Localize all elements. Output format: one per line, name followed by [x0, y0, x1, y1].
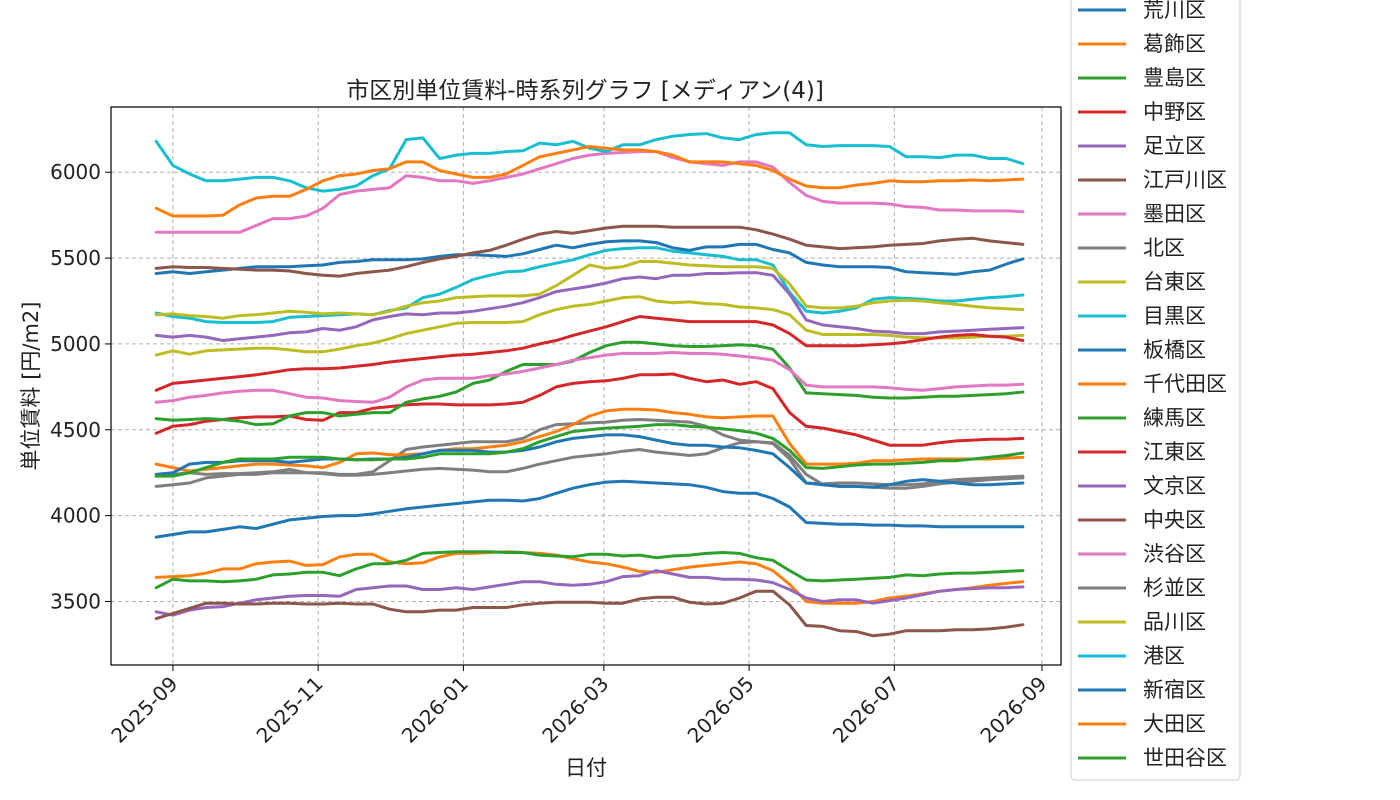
x-tick-label: 2026-07: [828, 672, 904, 748]
grid: [111, 107, 1061, 665]
legend-label: 墨田区: [1143, 202, 1206, 226]
series-line: [154, 433, 1025, 489]
legend-label: 豊島区: [1143, 66, 1206, 90]
legend-label: 台東区: [1143, 270, 1206, 294]
legend-label: 千代田区: [1143, 372, 1227, 396]
series-line: [154, 239, 1025, 276]
x-tick-label: 2026-09: [975, 672, 1051, 748]
x-tick-label: 2026-01: [397, 672, 473, 748]
legend-label: 練馬区: [1143, 406, 1206, 430]
series-line: [154, 589, 1025, 638]
legend-label: 文京区: [1143, 474, 1206, 498]
series-line: [154, 550, 1025, 605]
legend-label: 足立区: [1143, 134, 1206, 158]
series-line: [154, 569, 1025, 617]
plot-area: [110, 106, 1062, 666]
x-tick-label: 2026-03: [537, 672, 613, 748]
series-line: [154, 145, 1025, 218]
series-line: [154, 479, 1025, 539]
x-tick-label: 2025-11: [252, 672, 328, 748]
legend-label: 大田区: [1143, 712, 1206, 736]
legend-label: 板橋区: [1143, 338, 1206, 362]
y-tick-label: 5500: [50, 246, 101, 270]
series-line: [154, 295, 1025, 357]
legend-label: 中央区: [1143, 508, 1206, 532]
series-line: [154, 550, 1025, 590]
x-tick-label: 2026-05: [683, 672, 759, 748]
y-tick-label: 5000: [50, 332, 101, 356]
y-tick-label: 3500: [50, 589, 101, 613]
legend-label: 渋谷区: [1143, 542, 1206, 566]
series-line: [154, 246, 1025, 324]
legend-label: 港区: [1143, 644, 1185, 668]
series-line: [154, 372, 1025, 447]
series-line: [154, 351, 1025, 404]
legend-label: 品川区: [1143, 610, 1206, 634]
legend-label: 中野区: [1143, 100, 1206, 124]
series-line: [154, 315, 1025, 392]
legend: 荒川区葛飾区豊島区中野区足立区江戸川区墨田区北区台東区目黒区板橋区千代田区練馬区…: [1070, 0, 1241, 781]
series-line: [154, 271, 1025, 342]
x-axis-ticks: 2025-09 2025-11 2026-01 2026-03 2026-05 2026-…: [106, 665, 1051, 748]
series-line: [154, 340, 1025, 427]
legend-label: 世田谷区: [1143, 746, 1227, 770]
y-tick-label: 4000: [50, 504, 101, 528]
series-line: [154, 224, 1025, 278]
legend-label: 葛飾区: [1143, 32, 1206, 56]
series-line: [154, 131, 1025, 193]
series-line: [154, 150, 1025, 234]
y-axis-title: 単位賃料 [円/m2]: [19, 302, 43, 471]
legend-label: 北区: [1143, 236, 1185, 260]
x-tick-label: 2025-09: [106, 672, 182, 748]
legend-label: 目黒区: [1143, 304, 1206, 328]
x-axis-title: 日付: [565, 756, 607, 780]
y-tick-label: 6000: [50, 160, 101, 184]
series-line: [154, 407, 1025, 473]
y-tick-label: 4500: [50, 418, 101, 442]
legend-label: 荒川区: [1143, 0, 1206, 22]
series-line: [154, 260, 1025, 320]
legend-label: 江東区: [1143, 440, 1206, 464]
chart-title: 市区別単位賃料-時系列グラフ [メディアン(4)]: [346, 78, 824, 104]
legend-label: 杉並区: [1143, 576, 1206, 600]
y-axis-ticks: 3500 4000 4500 5000 5500 6000: [50, 160, 111, 613]
series-lines: [154, 131, 1025, 638]
series-line: [154, 423, 1025, 478]
legend-label: 江戸川区: [1143, 168, 1227, 192]
legend-label: 新宿区: [1143, 678, 1206, 702]
legend-frame: [1070, 0, 1241, 781]
